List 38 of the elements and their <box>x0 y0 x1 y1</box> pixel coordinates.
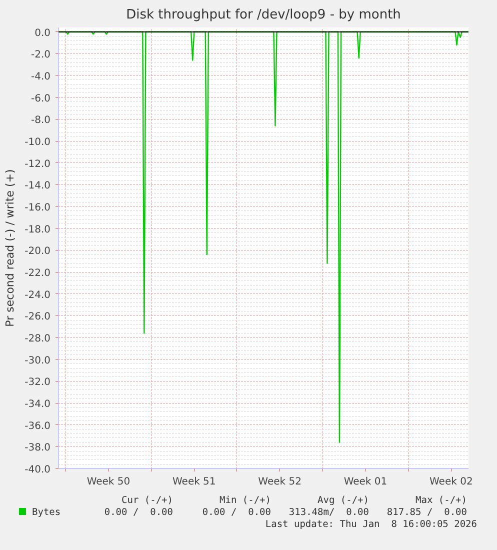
y-tick-label: -12.0 <box>24 158 50 170</box>
x-tick-label: Week 01 <box>344 476 388 488</box>
text: Last update: Thu Jan 8 16:00:05 2026 <box>264 519 477 531</box>
y-tick-label: -6.0 <box>30 93 51 104</box>
text: 817.85 / 0.00 <box>386 507 467 519</box>
text: 0.00 / 0.00 <box>103 507 173 519</box>
y-tick-label: -10.0 <box>24 137 50 148</box>
y-tick-label: -40.0 <box>24 464 50 476</box>
text: Max (-/+) <box>414 495 467 507</box>
text: Avg (-/+) <box>316 495 369 507</box>
y-tick-label: -22.0 <box>24 268 50 280</box>
y-tick-label: -34.0 <box>24 399 50 410</box>
y-tick-label: -36.0 <box>24 420 50 432</box>
y-axis-title: Pr second read (-) / write (+) <box>4 169 17 327</box>
y-tick-label: -38.0 <box>24 442 50 454</box>
y-tick-label: -28.0 <box>24 334 50 345</box>
y-tick-label: -18.0 <box>24 224 50 236</box>
y-tick-label: -26.0 <box>24 312 50 323</box>
y-tick-label: -24.0 <box>24 290 50 301</box>
x-tick-label: Week 52 <box>258 476 302 488</box>
x-tick-label: Week 51 <box>172 476 216 488</box>
x-tick-label: Week 50 <box>86 476 130 488</box>
text: Cur (-/+) <box>120 495 173 507</box>
y-tick-label: -8.0 <box>30 115 51 126</box>
y-tick-label: -4.0 <box>30 72 51 83</box>
y-tick-label: -20.0 <box>24 246 50 258</box>
text: 0.00 / 0.00 <box>201 507 271 519</box>
chart-title: Disk throughput for /dev/loop9 - by month <box>126 8 401 22</box>
text: 313.48m/ 0.00 <box>288 507 369 519</box>
y-tick-label: -2.0 <box>30 50 51 61</box>
y-tick-label: 0.0 <box>34 28 51 39</box>
text: Min (-/+) <box>218 495 271 507</box>
y-tick-label: -16.0 <box>24 202 50 214</box>
y-tick-label: -30.0 <box>24 355 50 366</box>
x-tick-label: Week 02 <box>430 476 473 488</box>
legend-label: Bytes <box>31 507 62 519</box>
y-tick-label: -14.0 <box>24 180 50 192</box>
y-tick-label: -32.0 <box>24 377 50 388</box>
